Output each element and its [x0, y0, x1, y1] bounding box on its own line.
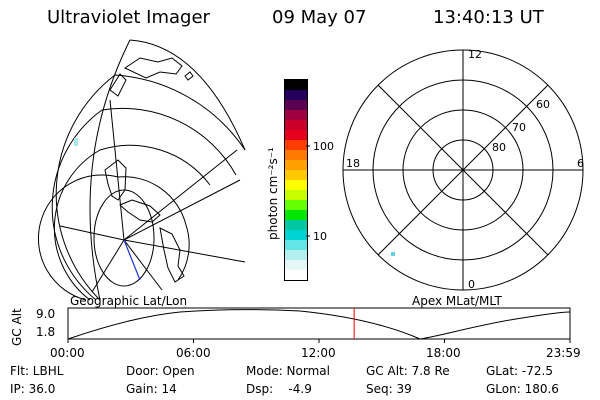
apex-caption: Apex MLat/MLT — [412, 294, 502, 308]
mlat-label-70: 70 — [512, 121, 526, 134]
mlat-label-60: 60 — [536, 98, 550, 111]
mlt-label-18: 18 — [346, 157, 360, 170]
colorbar-segment — [285, 200, 307, 210]
status-dsp: Dsp: -4.9 — [246, 382, 312, 396]
colorbar — [284, 79, 308, 281]
mlt-label-12: 12 — [468, 48, 482, 61]
geographic-caption: Geographic Lat/Lon — [70, 294, 188, 308]
colorbar-segment — [285, 220, 307, 230]
timeline-xtick-0600: 06:00 — [176, 346, 211, 360]
colorbar-segment — [285, 190, 307, 200]
status-flt: Flt: LBHL — [10, 364, 64, 378]
colorbar-segment — [285, 150, 307, 160]
aurora-spot — [74, 138, 78, 146]
colorbar-segment — [285, 270, 307, 280]
status-gc-alt: GC Alt: 7.8 Re — [366, 364, 450, 378]
time-label: 13:40:13 UT — [433, 7, 544, 28]
app-title: Ultraviolet Imager — [47, 7, 210, 28]
status-glon: GLon: 180.6 — [486, 382, 559, 396]
polar-aurora-spot — [391, 252, 395, 256]
colorbar-segment — [285, 240, 307, 250]
timeline-ytick-bottom: 1.8 — [36, 325, 56, 339]
date-label: 09 May 07 — [272, 7, 367, 28]
altitude-curve — [67, 309, 571, 340]
sensor-track — [123, 239, 141, 281]
colorbar-segment — [285, 250, 307, 260]
timeline-ylabel: GC Alt — [10, 308, 24, 346]
status-seq: Seq: 39 — [366, 382, 412, 396]
mlt-label-6: 6 — [577, 157, 584, 170]
colorbar-segment — [285, 80, 307, 90]
map-grid — [37, 39, 246, 301]
status-mode: Mode: Normal — [246, 364, 330, 378]
timeline-ytick-top: 9.0 — [36, 307, 56, 321]
colorbar-segment — [285, 260, 307, 270]
status-gain: Gain: 14 — [126, 382, 177, 396]
colorbar-segment — [285, 230, 307, 240]
timeline-frame — [67, 307, 571, 340]
colorbar-tick-10: 10 — [313, 230, 327, 243]
colorbar-segment — [285, 210, 307, 220]
colorbar-segment — [285, 160, 307, 170]
mlt-label-0: 0 — [468, 278, 475, 291]
timeline-xtick-0000: 00:00 — [50, 346, 85, 360]
timeline-xtick-1200: 12:00 — [301, 346, 336, 360]
status-door: Door: Open — [126, 364, 195, 378]
colorbar-segment — [285, 130, 307, 140]
colorbar-segment — [285, 110, 307, 120]
coastline — [104, 57, 194, 283]
colorbar-segment — [285, 170, 307, 180]
mlat-label-80: 80 — [492, 141, 506, 154]
timeline-xtick-2359: 23:59 — [546, 346, 581, 360]
colorbar-segment — [285, 180, 307, 190]
timeline-xtick-1800: 18:00 — [426, 346, 461, 360]
colorbar-tick-100: 100 — [313, 140, 334, 153]
status-ip: IP: 36.0 — [10, 382, 56, 396]
status-glat: GLat: -72.5 — [486, 364, 553, 378]
colorbar-segment — [285, 90, 307, 100]
colorbar-segment — [285, 100, 307, 110]
colorbar-segment — [285, 140, 307, 150]
colorbar-segment — [285, 120, 307, 130]
